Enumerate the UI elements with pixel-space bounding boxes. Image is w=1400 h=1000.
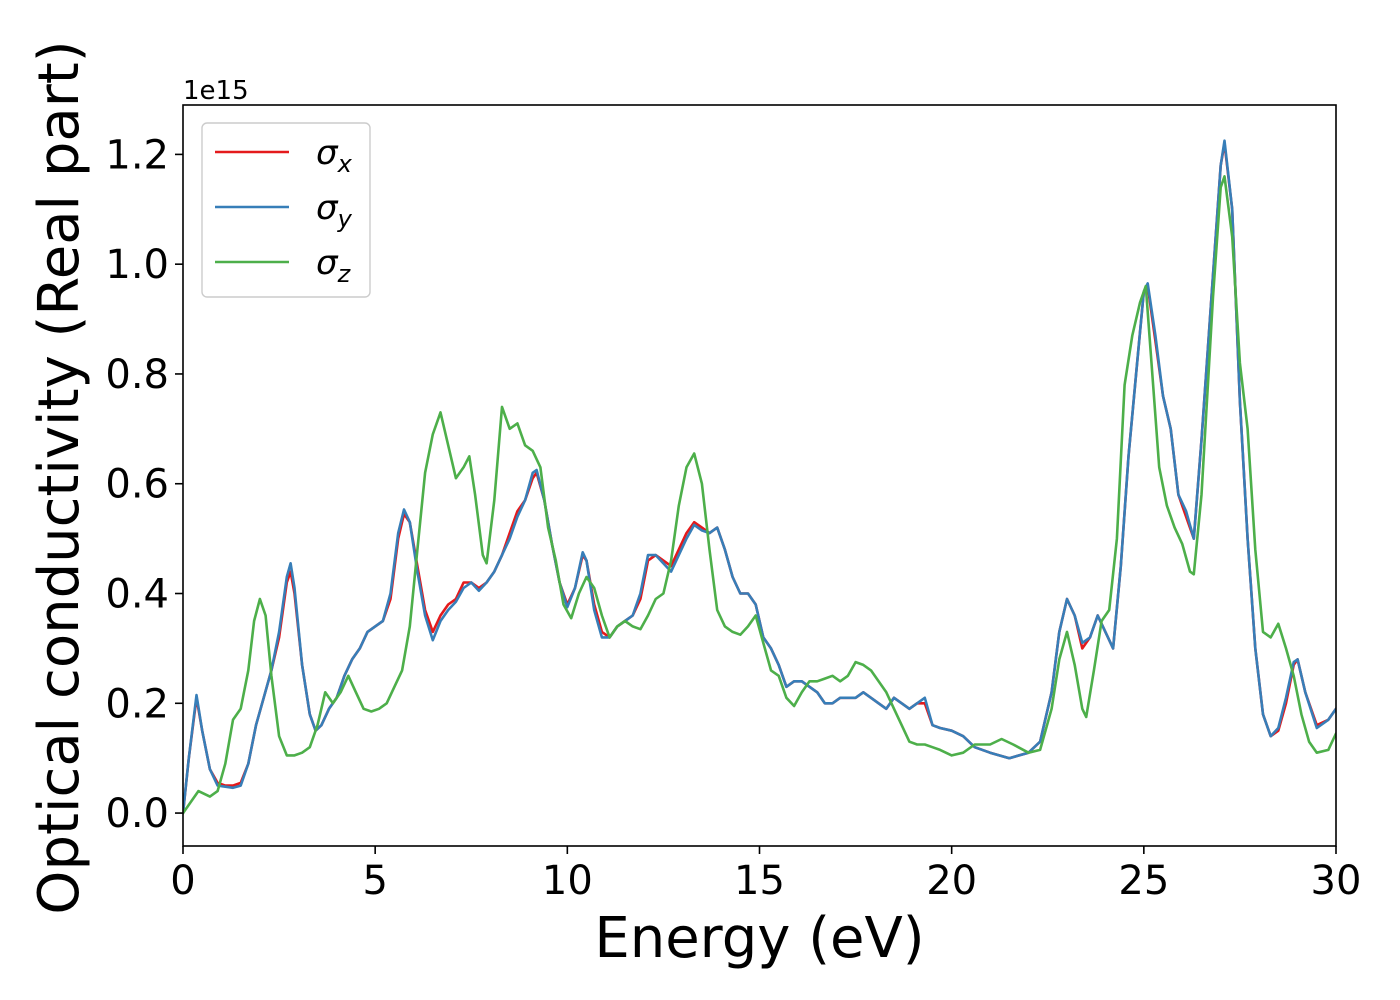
legend-subscript: z — [337, 260, 352, 288]
y-tick-label: 1.2 — [105, 132, 169, 178]
x-tick-label: 10 — [542, 858, 593, 904]
legend-item-z: σz — [215, 243, 352, 288]
y-axis-label: Optical conductivity (Real part) — [27, 40, 92, 914]
x-axis-label: Energy (eV) — [594, 906, 924, 971]
y-axis: 0.0 0.2 0.4 0.6 0.8 1.0 1.2 — [105, 132, 183, 837]
y-tick-label: 0.4 — [105, 572, 169, 618]
y-offset-text: 1e15 — [183, 76, 249, 106]
x-tick-label: 30 — [1311, 858, 1362, 904]
x-tick-label: 20 — [926, 858, 977, 904]
y-tick-label: 0.0 — [105, 791, 169, 837]
plot-area — [183, 139, 1336, 815]
series-line-z — [183, 175, 1336, 815]
legend-box — [201, 122, 371, 298]
y-tick-label: 1.0 — [105, 242, 169, 288]
legend-subscript: x — [337, 150, 353, 178]
y-tick-label: 0.6 — [105, 462, 169, 508]
x-tick-label: 15 — [734, 858, 785, 904]
x-tick-label: 5 — [362, 858, 387, 904]
x-axis: 0 5 10 15 20 25 30 — [170, 846, 1361, 904]
y-tick-label: 0.8 — [105, 352, 169, 398]
y-tick-label: 0.2 — [105, 681, 169, 727]
plot-frame — [182, 104, 1337, 847]
legend-label: σz — [316, 243, 352, 288]
legend-subscript: y — [337, 205, 353, 233]
x-tick-label: 0 — [170, 858, 195, 904]
x-tick-label: 25 — [1118, 858, 1169, 904]
